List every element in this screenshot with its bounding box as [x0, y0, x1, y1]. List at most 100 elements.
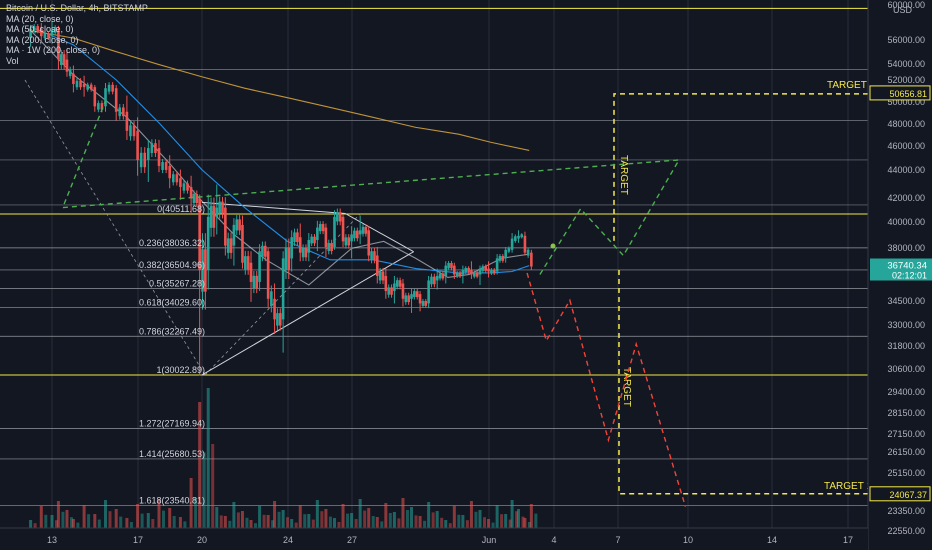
volume-bar — [61, 511, 65, 528]
volume-bar — [211, 444, 215, 528]
candle-body — [384, 275, 388, 292]
countdown: 02:12:01 — [892, 271, 927, 281]
price-axis[interactable]: 60000.00 56000.00 54000.00 52000.00 50000.00… — [867, 0, 932, 550]
price-tick-label: 26150.00 — [887, 447, 925, 457]
volume-bar — [108, 511, 112, 528]
volume-bar — [515, 511, 519, 528]
volume-bar — [410, 507, 414, 528]
volume-bar — [39, 506, 43, 528]
volume-bar — [71, 519, 75, 528]
price-tick-label: 38000.00 — [887, 243, 925, 253]
volume-bar — [510, 500, 514, 528]
time-tick-label: 7 — [615, 535, 620, 545]
candle-body — [204, 249, 207, 292]
candle-body — [523, 235, 527, 253]
fib-label: 0.618(34029.60) — [139, 298, 205, 308]
indicator-ma20[interactable]: MA (20, close, 0) — [6, 13, 74, 24]
candle-body — [307, 239, 311, 253]
currency-label: USD — [893, 5, 913, 15]
candle-body — [490, 269, 493, 274]
fib-label: 0(40511.68) — [157, 204, 205, 214]
volume-bar — [266, 515, 270, 528]
volume-bar — [254, 523, 258, 528]
volume-bar — [168, 508, 172, 528]
candle-body — [29, 28, 32, 39]
volume-bar — [491, 522, 495, 528]
candle-body — [209, 206, 213, 228]
volume-bar — [495, 505, 499, 528]
target2-box — [613, 93, 868, 245]
target-vertical-label: TARGET — [618, 155, 629, 195]
price-tick-label: 31800.00 — [887, 341, 925, 351]
time-axis[interactable]: 13 17 20 24 27 Jun 4 7 10 14 17 — [0, 527, 868, 550]
ma20-line — [30, 30, 530, 286]
volume-bar — [367, 508, 371, 528]
time-tick-label: 17 — [843, 535, 853, 545]
volume-bar — [294, 522, 298, 528]
price-tick-label: 52000.00 — [887, 75, 925, 85]
price-tick-label: 27150.00 — [887, 429, 925, 439]
candle-body — [458, 272, 462, 277]
candle-body — [266, 251, 270, 299]
price-tick-label: 29400.00 — [887, 387, 925, 397]
symbol-title[interactable]: Bitcoin / U.S. Dollar, 4h, BITSTAMP — [6, 3, 148, 13]
volume-bar — [189, 478, 193, 528]
candle-body — [100, 103, 104, 110]
fib-label: 0.382(36504.96) — [139, 260, 205, 270]
last-price-box — [870, 258, 932, 281]
volume-bar — [346, 513, 350, 528]
candle-body — [387, 287, 390, 295]
volume-bar — [465, 520, 469, 528]
candle-body — [164, 162, 168, 170]
volume-bar — [198, 402, 202, 528]
volume-bar — [487, 519, 491, 528]
volume-bar — [104, 500, 107, 528]
volume-bar — [392, 512, 396, 528]
candle-body — [154, 143, 157, 154]
candle-body — [472, 272, 476, 277]
volume-bar — [341, 504, 345, 528]
volume-bar — [358, 499, 362, 528]
candle-body — [353, 230, 356, 239]
candle-body — [444, 265, 448, 276]
volume-bar — [414, 515, 418, 528]
candle-body — [198, 198, 201, 271]
candle-body — [381, 271, 385, 281]
candle-body — [301, 248, 305, 258]
candle-body — [36, 26, 40, 32]
volume-bar — [401, 498, 405, 528]
candle-body — [470, 270, 473, 275]
volume-bar — [461, 515, 465, 528]
indicator-ma200[interactable]: MA (200, close, 0) — [6, 34, 79, 45]
candle-body — [255, 275, 259, 289]
candle-body — [324, 227, 328, 247]
indicator-ma50[interactable]: MA (50, close, 0) — [6, 24, 74, 34]
candle-body — [182, 183, 186, 191]
price-tick-label: 44000.00 — [887, 165, 925, 175]
fib-label: 1.414(25680.53) — [139, 449, 205, 459]
candle-body — [318, 224, 322, 232]
candle-body — [68, 69, 72, 76]
candle-body — [467, 267, 470, 273]
candle-body — [484, 266, 488, 271]
candle-body — [129, 125, 132, 137]
candle-body — [287, 247, 291, 270]
volume-bar — [76, 522, 80, 528]
candle-body — [455, 272, 459, 277]
candle-body — [344, 237, 348, 246]
volume-bar — [504, 514, 508, 528]
volume-bar — [523, 518, 527, 528]
volume-bar — [262, 514, 266, 528]
candle-body — [433, 276, 436, 285]
volume-bar — [371, 516, 375, 528]
volume-bar — [33, 523, 37, 528]
indicator-ma-weekly[interactable]: MA · 1W (200, close, 0) — [6, 45, 101, 55]
candle-body — [278, 313, 282, 326]
candle-body — [341, 216, 345, 242]
candle-body — [72, 73, 75, 85]
indicator-volume[interactable]: Vol — [6, 55, 19, 66]
candle-body — [410, 294, 413, 299]
price-tick-label: 54000.00 — [887, 59, 925, 69]
volume-bar — [508, 519, 512, 528]
